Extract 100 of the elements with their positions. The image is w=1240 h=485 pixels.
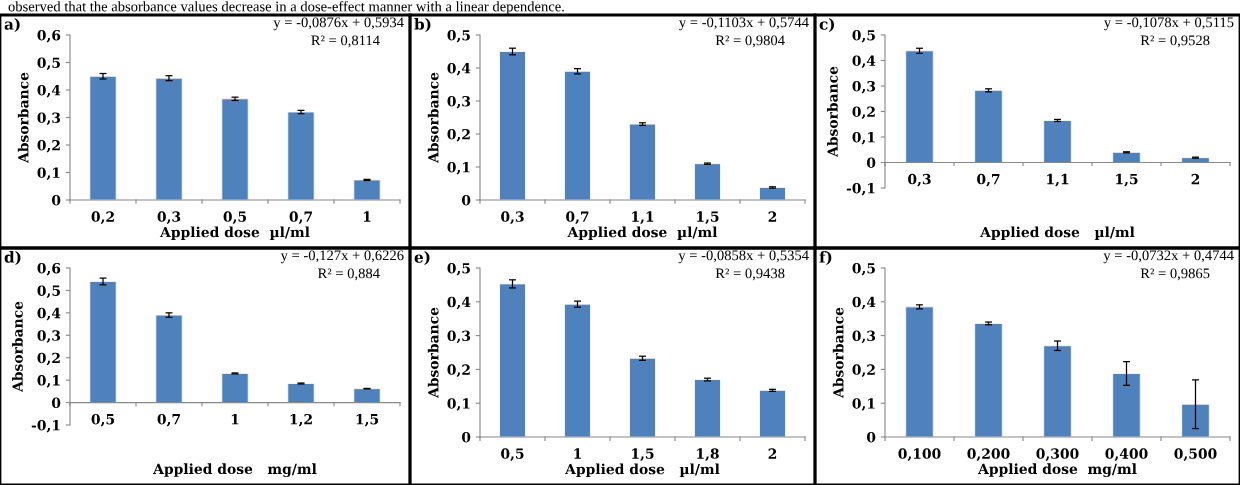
y-axis-title: Absorbance (827, 66, 838, 158)
x-tick-label: 1,1 (1047, 173, 1069, 187)
y-tick-label: 0,1 (852, 398, 875, 411)
bar (759, 389, 786, 437)
bar (1043, 120, 1072, 163)
text: y = -0,0732x + 0,4744 (1103, 250, 1234, 264)
bar (353, 179, 381, 200)
chart-title: e) (414, 251, 430, 265)
x-tick-label: 0,7 (977, 173, 1000, 187)
x-tick-label: 1,5 (697, 211, 719, 224)
annotation: R² = 0,9438 (715, 268, 785, 281)
y-axis-title: Absorbance (832, 307, 844, 399)
x-tick-label: 0,200 (967, 448, 1010, 461)
x-axis-title: Applied dose mg/ml (153, 463, 317, 477)
bar (629, 357, 656, 437)
bar (221, 372, 249, 403)
bar (1043, 345, 1072, 437)
y-tick-label: 0,4 (447, 62, 471, 76)
y-tick-label: -0,1 (846, 182, 875, 196)
x-tick-label: 0,3 (908, 173, 931, 187)
y-axis-title: Absorbance (17, 72, 29, 164)
y-tick-label: 0,4 (37, 307, 61, 321)
text: y = -0,0858x + 0,5354 (678, 250, 809, 264)
x-tick-label: 0,500 (1174, 448, 1217, 461)
chart-title: b) (414, 18, 431, 32)
y-tick-label: 0 (866, 157, 876, 168)
y-tick-label: 0,5 (37, 57, 60, 71)
y-tick-label: 0,4 (447, 296, 471, 310)
y-tick-label: 0,2 (852, 364, 875, 377)
bar (974, 89, 1003, 163)
bar (1181, 403, 1210, 437)
bar (759, 187, 786, 200)
x-axis-title: Applied dose µl/ml (565, 463, 720, 477)
y-tick-label: 0,3 (852, 80, 876, 94)
chart-title: c) (819, 18, 835, 32)
y-tick-label: 0,5 (447, 29, 470, 43)
x-axis-title: Applied dose mg/ml (977, 463, 1137, 477)
bar (1112, 373, 1141, 437)
bar (287, 111, 315, 200)
y-tick-label: 0,4 (852, 296, 876, 310)
x-tick-label: 2 (768, 448, 777, 459)
y-tick-label: 0,2 (447, 364, 470, 377)
y-tick-label: 0,1 (447, 398, 470, 411)
text: y = -0,127x + 0,6226 (280, 250, 404, 264)
annotation: R² = 0,9804 (715, 35, 785, 48)
chart-title: d) (4, 251, 21, 265)
x-tick-label: 1 (363, 211, 371, 222)
x-tick-label: 1 (574, 448, 581, 459)
bar (155, 77, 183, 200)
bar (89, 281, 117, 403)
annotation: R² = 0,9865 (1140, 268, 1210, 281)
bar (694, 163, 721, 200)
text: y = -0,0876x + 0,5934 (273, 17, 404, 31)
y-tick-label: 0,1 (852, 131, 875, 145)
y-tick-label: 0,5 (447, 262, 470, 276)
y-tick-label: 0,2 (447, 128, 470, 142)
y-tick-label: 0,3 (852, 330, 876, 344)
bar (221, 98, 249, 200)
y-axis-title: Absorbance (427, 72, 439, 164)
bar (564, 70, 591, 200)
x-tick-label: 1,5 (632, 448, 654, 461)
x-axis-title: Applied dose µl/ml (159, 226, 310, 240)
x-tick-label: 0,400 (1105, 448, 1148, 461)
x-tick-label: 0,5 (501, 448, 524, 461)
x-tick-label: 0,300 (1036, 448, 1079, 461)
x-tick-label: 0,7 (566, 211, 589, 224)
y-tick-label: 0,5 (852, 29, 875, 43)
x-tick-label: 0,7 (289, 211, 312, 224)
y-tick-label: 0,4 (852, 55, 876, 69)
y-tick-label: 0,5 (852, 262, 875, 276)
x-tick-label: 0,100 (898, 448, 941, 461)
y-tick-label: 0 (866, 431, 876, 443)
y-tick-label: 0,3 (37, 330, 61, 343)
y-tick-label: 0 (51, 397, 61, 409)
text: observed that the absorbance values decrease in a dose-effect manner with a linear dependence. (8, 1, 564, 15)
annotation: R² = 0,8114 (311, 35, 380, 48)
y-tick-label: 0,2 (37, 139, 60, 153)
x-tick-label: 2 (1191, 173, 1200, 185)
x-tick-label: 1,5 (1116, 173, 1138, 187)
x-tick-label: 1,5 (356, 413, 379, 427)
x-tick-label: 0,7 (157, 413, 180, 427)
y-tick-label: 0,3 (447, 95, 471, 109)
bar (694, 379, 721, 437)
x-tick-label: 1,2 (290, 413, 312, 427)
text: y = -0,1103x + 0,5744 (679, 17, 809, 31)
y-tick-label: 0,2 (852, 106, 875, 120)
y-tick-label: 0,1 (37, 375, 60, 388)
y-axis-title: Absorbance (427, 307, 439, 399)
y-tick-label: 0 (51, 194, 61, 206)
y-tick-label: -0,1 (31, 419, 60, 433)
y-tick-label: 0,3 (447, 330, 471, 344)
x-tick-label: 0,3 (501, 211, 524, 224)
annotation: R² = 0,884 (317, 268, 380, 281)
y-tick-label: 0,6 (37, 29, 61, 43)
x-tick-label: 0,3 (157, 211, 181, 224)
y-tick-label: 0,2 (37, 352, 60, 366)
y-tick-label: 0,1 (447, 161, 470, 175)
x-axis-title: Applied dose µl/ml (980, 226, 1135, 240)
text: y = -0,1078x + 0,5115 (1104, 17, 1234, 31)
y-tick-label: 0 (461, 194, 471, 206)
